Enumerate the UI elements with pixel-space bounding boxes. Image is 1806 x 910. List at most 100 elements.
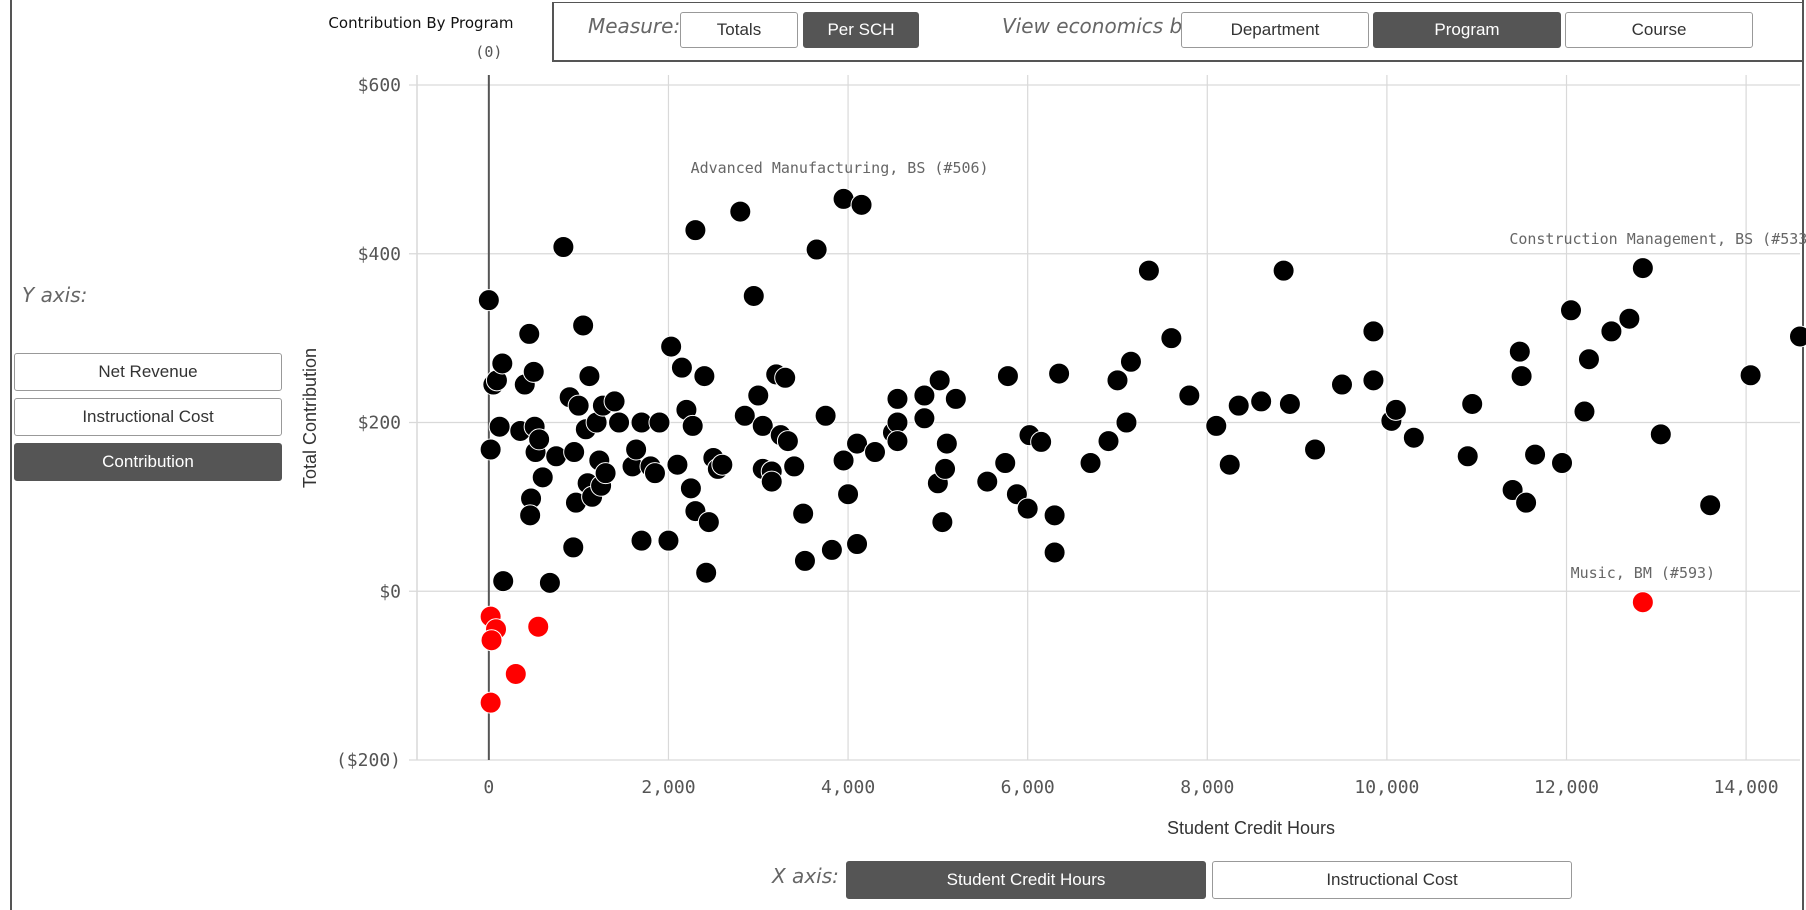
data-point[interactable] (608, 411, 631, 434)
data-point[interactable] (552, 236, 575, 258)
data-point[interactable] (522, 360, 545, 383)
data-point[interactable] (783, 455, 806, 478)
data-point[interactable] (648, 411, 671, 434)
data-point[interactable] (1272, 259, 1295, 282)
data-point[interactable] (760, 470, 783, 493)
y-axis-contribution-button[interactable]: Contribution (14, 443, 282, 481)
data-point[interactable] (630, 529, 653, 552)
data-point[interactable] (666, 453, 689, 476)
chart-tab-title[interactable]: Contribution By Program (328, 14, 514, 32)
data-point[interactable] (747, 384, 770, 407)
data-point[interactable] (1524, 443, 1547, 466)
data-point[interactable] (531, 466, 554, 489)
data-point[interactable] (886, 411, 909, 434)
data-point[interactable] (1461, 392, 1484, 415)
data-point[interactable] (1618, 307, 1641, 330)
data-point[interactable] (567, 394, 590, 417)
data-point[interactable] (1115, 411, 1138, 434)
data-point[interactable] (1205, 414, 1228, 437)
data-point[interactable] (594, 462, 617, 485)
data-point[interactable] (1577, 348, 1600, 371)
view-program-button[interactable]: Program (1373, 12, 1561, 48)
x-axis-instructional-cost-button[interactable]: Instructional Cost (1212, 861, 1572, 899)
data-point[interactable] (670, 356, 693, 379)
data-point[interactable] (1043, 504, 1066, 527)
data-point[interactable] (1649, 423, 1672, 446)
data-point[interactable] (1510, 365, 1533, 388)
data-point[interactable] (793, 549, 816, 572)
data-point[interactable] (643, 462, 666, 485)
data-point[interactable] (562, 536, 585, 559)
data-point[interactable] (1278, 392, 1301, 415)
data-point[interactable] (1384, 398, 1407, 421)
data-point[interactable] (1551, 452, 1574, 474)
data-point[interactable] (1160, 327, 1183, 350)
data-point[interactable] (1137, 259, 1160, 282)
data-point[interactable] (774, 366, 797, 389)
data-point[interactable] (563, 441, 586, 464)
data-point[interactable] (864, 441, 887, 464)
view-course-button[interactable]: Course (1565, 12, 1753, 48)
negative-point[interactable] (479, 691, 502, 714)
data-point[interactable] (837, 483, 860, 506)
data-point[interactable] (776, 430, 799, 453)
data-point[interactable] (1362, 320, 1385, 343)
data-point[interactable] (913, 407, 936, 430)
data-point[interactable] (792, 502, 815, 525)
data-point[interactable] (814, 404, 837, 427)
data-point[interactable] (1016, 497, 1039, 520)
y-axis-instructional-cost-button[interactable]: Instructional Cost (14, 398, 282, 436)
data-point[interactable] (1330, 373, 1353, 396)
data-point[interactable] (742, 284, 765, 307)
data-point[interactable] (477, 289, 500, 312)
data-point[interactable] (695, 561, 718, 584)
data-point[interactable] (751, 414, 774, 437)
data-point[interactable] (1600, 320, 1623, 343)
data-point[interactable] (935, 432, 958, 455)
data-point[interactable] (850, 193, 873, 216)
data-point[interactable] (729, 200, 752, 223)
data-point[interactable] (1106, 369, 1129, 392)
data-point[interactable] (1573, 400, 1596, 423)
data-point[interactable] (625, 438, 648, 461)
data-point[interactable] (1178, 384, 1201, 407)
data-point[interactable] (518, 322, 541, 345)
data-point[interactable] (1097, 430, 1120, 453)
data-point[interactable] (994, 452, 1017, 474)
data-point[interactable] (684, 219, 707, 242)
data-point[interactable] (578, 365, 601, 388)
data-point[interactable] (519, 504, 542, 527)
negative-point[interactable] (1631, 591, 1654, 614)
y-axis-net-revenue-button[interactable]: Net Revenue (14, 353, 282, 391)
x-axis-student-credit-hours-button[interactable]: Student Credit Hours (846, 861, 1206, 899)
data-point[interactable] (820, 538, 843, 561)
data-point[interactable] (572, 314, 595, 337)
data-point[interactable] (1227, 394, 1250, 417)
data-point[interactable] (846, 533, 869, 555)
negative-point[interactable] (527, 615, 550, 638)
negative-point[interactable] (504, 662, 527, 685)
data-point[interactable] (931, 511, 954, 534)
data-point[interactable] (976, 470, 999, 493)
measure-per-sch-button[interactable]: Per SCH (803, 12, 919, 48)
data-point[interactable] (1030, 430, 1053, 453)
data-point[interactable] (1739, 364, 1762, 387)
data-point[interactable] (1119, 350, 1142, 373)
data-point[interactable] (603, 390, 626, 413)
data-point[interactable] (1043, 541, 1066, 564)
data-point[interactable] (1501, 479, 1524, 501)
data-point[interactable] (1789, 325, 1806, 348)
data-point[interactable] (479, 438, 502, 461)
data-point[interactable] (846, 432, 869, 455)
data-point[interactable] (886, 430, 909, 453)
data-point[interactable] (928, 369, 951, 392)
data-point[interactable] (657, 529, 680, 552)
data-point[interactable] (1304, 438, 1327, 461)
view-department-button[interactable]: Department (1181, 12, 1369, 48)
data-point[interactable] (805, 238, 828, 261)
data-point[interactable] (1362, 369, 1385, 392)
data-point[interactable] (1250, 390, 1273, 413)
data-point[interactable] (1079, 452, 1102, 474)
data-point[interactable] (944, 387, 967, 410)
data-point[interactable] (545, 445, 568, 468)
